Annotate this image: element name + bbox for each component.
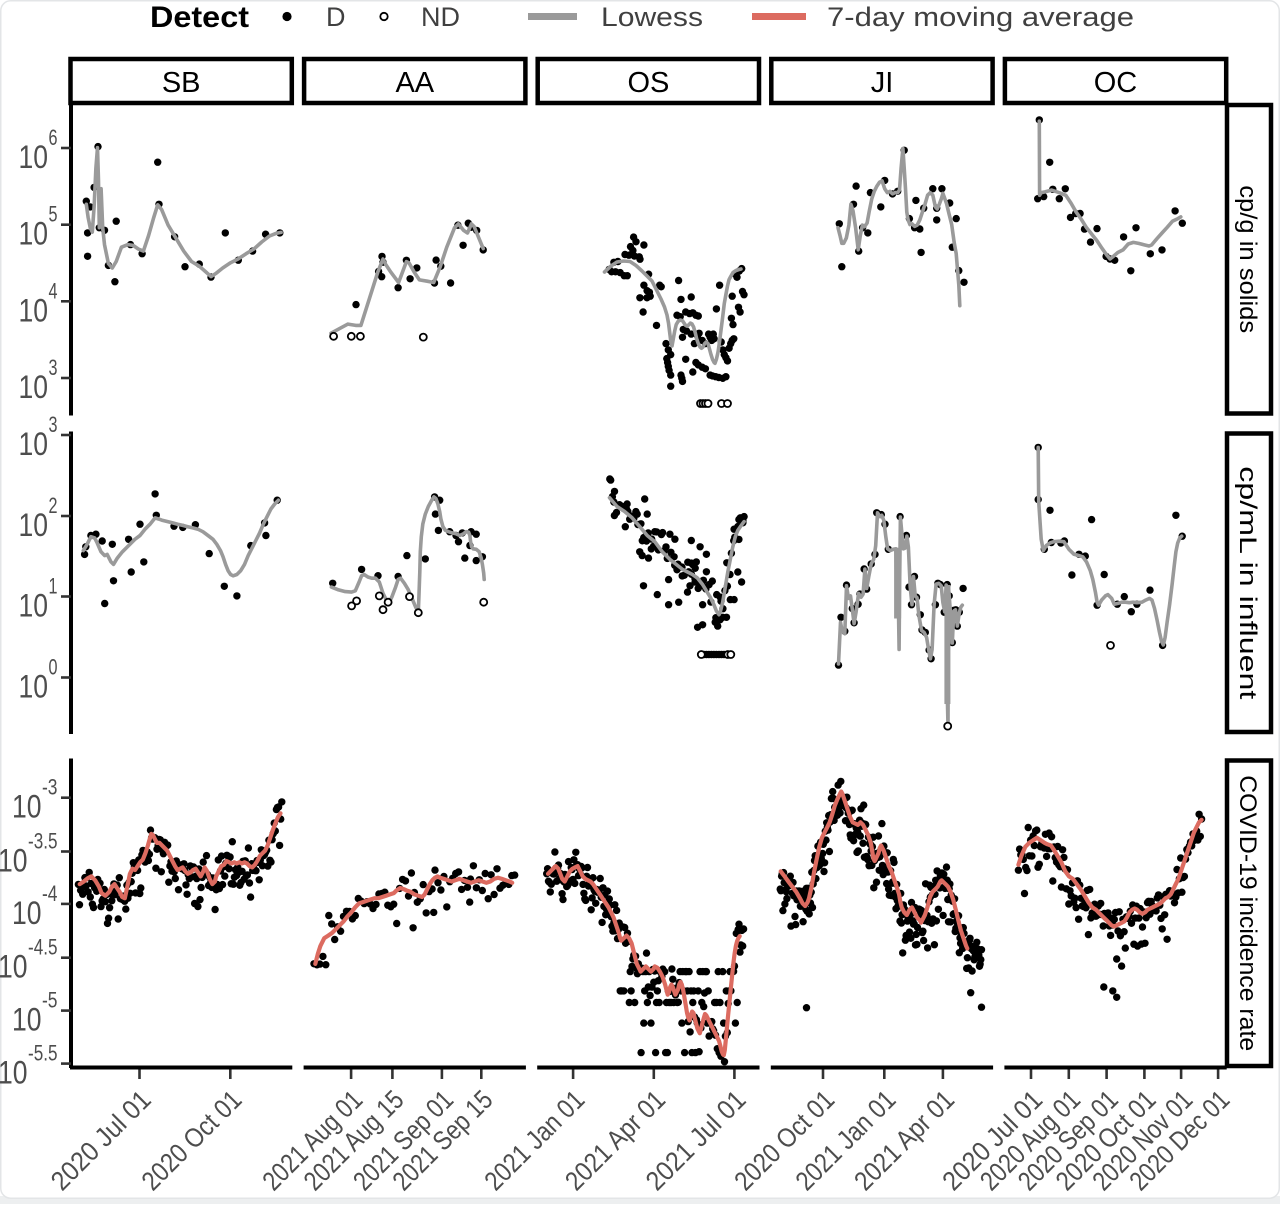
svg-text:10: 10: [12, 895, 42, 931]
svg-text:10: 10: [19, 369, 49, 405]
svg-text:-5.5: -5.5: [28, 1041, 58, 1066]
svg-text:10: 10: [19, 669, 49, 705]
svg-text:10: 10: [12, 789, 42, 825]
svg-text:-4: -4: [42, 881, 58, 906]
svg-text:-4.5: -4.5: [28, 935, 58, 960]
svg-text:-3.5: -3.5: [28, 829, 58, 854]
svg-text:3: 3: [49, 355, 58, 380]
svg-text:cp/mL in influent: cp/mL in influent: [1234, 466, 1261, 699]
svg-text:0: 0: [49, 655, 58, 680]
svg-text:2: 2: [49, 493, 58, 518]
svg-text:10: 10: [19, 588, 49, 624]
svg-text:6: 6: [49, 125, 58, 150]
svg-text:10: 10: [19, 292, 49, 328]
svg-text:10: 10: [0, 1055, 27, 1091]
svg-text:3: 3: [49, 412, 58, 437]
svg-text:10: 10: [12, 1002, 42, 1038]
svg-text:OC: OC: [1094, 67, 1138, 99]
svg-text:10: 10: [19, 216, 49, 252]
svg-text:10: 10: [0, 949, 27, 985]
svg-text:10: 10: [19, 139, 49, 175]
svg-text:D: D: [326, 2, 346, 32]
svg-text:OS: OS: [627, 67, 669, 99]
svg-text:cp/g in solids: cp/g in solids: [1234, 185, 1261, 333]
svg-text:7-day moving average: 7-day moving average: [827, 2, 1134, 32]
svg-text:Lowess: Lowess: [601, 2, 703, 32]
svg-text:1: 1: [49, 574, 58, 599]
svg-text:5: 5: [49, 202, 58, 227]
svg-text:AA: AA: [395, 67, 434, 99]
svg-text:10: 10: [19, 426, 49, 462]
svg-text:Detect: Detect: [150, 1, 249, 34]
svg-text:-5: -5: [42, 988, 58, 1013]
svg-text:4: 4: [49, 278, 58, 303]
svg-text:JI: JI: [871, 67, 894, 99]
svg-text:SB: SB: [162, 67, 201, 99]
svg-text:10: 10: [19, 507, 49, 543]
svg-text:ND: ND: [421, 2, 460, 32]
svg-text:-3: -3: [42, 775, 58, 800]
svg-text:10: 10: [0, 843, 27, 879]
svg-text:COVID-19 incidence rate: COVID-19 incidence rate: [1234, 775, 1261, 1051]
